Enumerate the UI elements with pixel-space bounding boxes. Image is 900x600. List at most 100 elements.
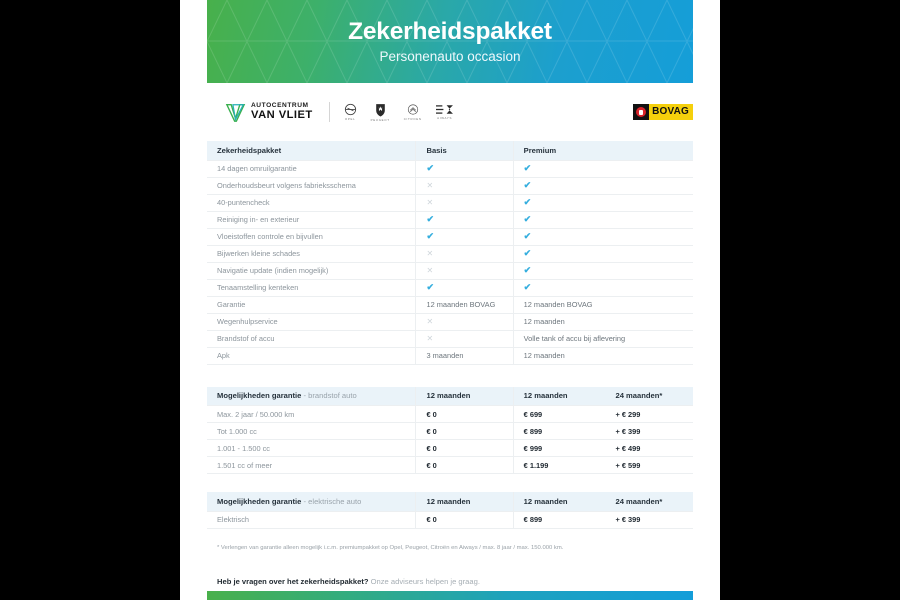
package-feature-label: Garantie: [207, 296, 416, 314]
fuel-price-col2: € 1.199: [512, 456, 606, 474]
fuel-table-header-row: Mogelijkheden garantie - brandstof auto …: [207, 386, 693, 406]
table-row: Elektrisch € 0 € 899 + € 399: [207, 510, 693, 529]
ev-header-col3: 24 maanden*: [605, 492, 693, 511]
brand-logos: OPEL PEUGEOT CITROEN: [344, 103, 454, 122]
logo-bar: AUTOCENTRUM VAN VLIET OPEL: [207, 95, 693, 129]
dealer-logo: AUTOCENTRUM VAN VLIET: [225, 101, 313, 122]
check-icon: ✔: [426, 214, 435, 224]
cross-icon: ✕: [426, 198, 434, 207]
table-row: Tot 1.000 cc € 0 € 899 + € 399: [207, 422, 693, 440]
van-vliet-mark-icon: [225, 103, 246, 122]
bovag-dot-icon: [636, 107, 647, 117]
check-icon: ✔: [523, 231, 532, 241]
table-row: 1.501 cc of meer € 0 € 1.199 + € 599: [207, 456, 693, 474]
fuel-header-title: Mogelijkheden garantie - brandstof auto: [207, 386, 416, 406]
opel-logo: [344, 103, 356, 116]
check-icon: ✔: [523, 282, 532, 292]
table-row: Tenaamstelling kenteken ✔ ✔: [207, 279, 693, 297]
check-icon: ✔: [523, 265, 532, 275]
banner-title: Zekerheidspakket: [348, 18, 552, 46]
cross-icon: ✕: [426, 266, 434, 275]
aiways-logo: [435, 105, 453, 114]
package-premium-cell: ✔: [512, 262, 693, 280]
package-premium-cell: 12 maanden: [512, 313, 693, 331]
package-feature-label: Vloeistoffen controle en bijvullen: [207, 228, 416, 246]
ev-table-header-row: Mogelijkheden garantie - elektrische aut…: [207, 492, 693, 511]
package-premium-cell: ✔: [512, 228, 693, 246]
package-header-basis: Basis: [415, 141, 514, 160]
package-header-premium: Premium: [512, 141, 693, 160]
ev-header-title-bold: Mogelijkheden garantie: [217, 496, 302, 506]
citroen-logo: [407, 104, 418, 115]
package-basis-cell: ✔: [415, 228, 514, 246]
package-basis-cell: ✔: [415, 279, 514, 297]
table-row: Reiniging in- en exterieur ✔ ✔: [207, 211, 693, 229]
package-basis-cell: 3 maanden: [415, 347, 514, 365]
package-premium-cell: 12 maanden BOVAG: [512, 296, 693, 314]
package-basis-cell: ✕: [415, 177, 514, 195]
fuel-price-col3: + € 599: [605, 456, 693, 474]
package-feature-label: 14 dagen omruilgarantie: [207, 159, 416, 178]
package-feature-label: Tenaamstelling kenteken: [207, 279, 416, 297]
brand-peugeot-caption: PEUGEOT: [370, 117, 390, 122]
dealer-name-line2: VAN VLIET: [251, 109, 313, 122]
package-feature-label: Brandstof of accu: [207, 330, 416, 348]
package-premium-cell: ✔: [512, 211, 693, 229]
package-feature-label: Apk: [207, 347, 416, 365]
dealer-name-line1: AUTOCENTRUM: [251, 101, 309, 109]
package-basis-cell: ✕: [415, 262, 514, 280]
header-banner: Zekerheidspakket Personenauto occasion: [207, 0, 693, 83]
document-sheet: Zekerheidspakket Personenauto occasion A…: [180, 0, 720, 600]
table-row: Garantie 12 maanden BOVAG 12 maanden BOVAG: [207, 296, 693, 314]
package-premium-cell: Volle tank of accu bij aflevering: [512, 330, 693, 348]
check-icon: ✔: [426, 231, 435, 241]
check-icon: ✔: [523, 180, 532, 190]
cross-icon: ✕: [426, 181, 434, 190]
package-feature-label: Navigatie update (indien mogelijk): [207, 262, 416, 280]
ev-price-col1: € 0: [415, 510, 514, 529]
bovag-logo: BOVAG: [633, 104, 693, 120]
brand-citroen: CITROEN: [404, 103, 422, 121]
fuel-price-col2: € 699: [512, 405, 606, 423]
dealer-logo-text: AUTOCENTRUM VAN VLIET: [251, 101, 313, 122]
footer-gradient-bar: [207, 591, 693, 600]
package-basis-cell: ✔: [415, 159, 514, 178]
brand-opel-caption: OPEL: [344, 117, 356, 121]
brand-opel: OPEL: [344, 103, 357, 121]
package-basis-cell: ✕: [415, 330, 514, 348]
package-premium-cell: ✔: [512, 194, 693, 212]
package-header-feature: Zekerheidspakket: [207, 141, 416, 160]
package-premium-cell: ✔: [512, 159, 693, 178]
brand-peugeot: PEUGEOT: [371, 103, 390, 122]
table-gap-1: [207, 365, 693, 387]
fuel-price-col2: € 899: [512, 422, 606, 440]
cta-answer: Onze adviseurs helpen je graag.: [368, 576, 480, 586]
ev-warranty-table: Mogelijkheden garantie - elektrische aut…: [207, 492, 693, 529]
check-icon: ✔: [426, 282, 435, 292]
package-table-header-row: Zekerheidspakket Basis Premium: [207, 141, 693, 160]
package-premium-cell: 12 maanden: [512, 347, 693, 365]
package-basis-cell: ✔: [415, 211, 514, 229]
fuel-price-col2: € 999: [512, 439, 606, 457]
package-basis-cell: ✕: [415, 245, 514, 263]
fuel-row-label: 1.501 cc of meer: [207, 456, 416, 474]
cta-text: Heb je vragen over het zekerheidspakket?…: [207, 577, 693, 586]
content-area: Zekerheidspakket Basis Premium 14 dagen …: [207, 129, 693, 586]
brand-aiways-caption: AIWAYS: [437, 116, 453, 120]
package-premium-cell: ✔: [512, 279, 693, 297]
table-row: Vloeistoffen controle en bijvullen ✔ ✔: [207, 228, 693, 246]
brand-aiways: AIWAYS: [435, 104, 454, 120]
fuel-price-col1: € 0: [415, 405, 514, 423]
ev-price-col3: + € 399: [605, 510, 693, 529]
table-gap-2: [207, 474, 693, 492]
fuel-price-col3: + € 399: [605, 422, 693, 440]
table-row: Bijwerken kleine schades ✕ ✔: [207, 245, 693, 263]
check-icon: ✔: [426, 163, 435, 173]
fuel-price-col1: € 0: [415, 422, 514, 440]
fuel-header-title-bold: Mogelijkheden garantie: [217, 391, 302, 401]
table-row: Navigatie update (indien mogelijk) ✕ ✔: [207, 262, 693, 280]
fuel-header-title-sub: - brandstof auto: [301, 391, 357, 401]
cross-icon: ✕: [426, 317, 434, 326]
package-premium-cell: ✔: [512, 177, 693, 195]
